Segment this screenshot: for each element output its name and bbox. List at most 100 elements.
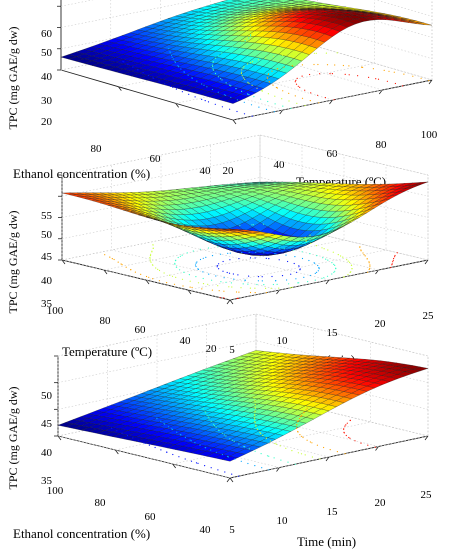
contour-point	[236, 110, 238, 113]
contour-point	[323, 248, 325, 250]
contour-point	[262, 434, 264, 436]
contour-point	[254, 417, 256, 419]
x-tick-label: 25	[423, 310, 435, 322]
y-tick-label: 20	[223, 165, 235, 177]
contour-point	[188, 274, 190, 276]
contour-point	[208, 273, 210, 275]
contour-point	[254, 415, 256, 417]
contour-point	[298, 265, 300, 267]
contour-point	[150, 261, 152, 263]
y-gridline	[229, 175, 429, 301]
contour-point	[254, 400, 256, 402]
contour-point	[130, 269, 132, 271]
contour-point	[248, 37, 250, 39]
contour-point	[132, 66, 134, 68]
contour-point	[298, 417, 301, 420]
contour-point	[206, 414, 208, 416]
contour-point	[267, 73, 270, 75]
contour-point	[254, 450, 256, 452]
contour-point	[297, 420, 299, 422]
surface-patch	[416, 22, 433, 26]
contour-point	[288, 283, 290, 285]
contour-point	[160, 420, 162, 422]
y-tick-label: 80	[100, 315, 112, 327]
contour-point	[317, 264, 319, 267]
contour-point	[225, 49, 227, 51]
contour-point	[169, 274, 171, 276]
contour-point	[232, 46, 234, 48]
contour-point	[402, 85, 404, 87]
contour-point	[120, 263, 122, 265]
contour-point	[266, 76, 268, 78]
contour-point	[301, 251, 303, 253]
contour-point	[377, 78, 380, 80]
contour-point	[154, 446, 156, 449]
contour-point	[294, 95, 296, 97]
surface-patch	[287, 0, 295, 1]
contour-point	[160, 449, 162, 451]
contour-point	[251, 115, 253, 117]
contour-point	[319, 458, 321, 460]
contour-point	[127, 63, 129, 65]
contour-point	[238, 475, 240, 477]
contour-point	[315, 52, 317, 54]
contour-point	[363, 254, 365, 256]
y-tick-label: 60	[150, 153, 162, 165]
contour-point	[260, 98, 262, 100]
contour-point	[343, 431, 345, 433]
contour-point	[306, 439, 308, 441]
contour-point	[275, 443, 277, 445]
contour-point	[349, 261, 351, 263]
contour-point	[144, 442, 146, 444]
contour-point	[187, 74, 189, 76]
contour-point	[348, 74, 350, 76]
contour-point	[142, 72, 144, 74]
contour-point	[207, 283, 209, 285]
contour-point	[282, 90, 284, 92]
contour-point	[274, 253, 276, 255]
contour-point	[267, 93, 269, 95]
contour-point	[235, 88, 237, 90]
contour-point	[155, 267, 157, 269]
contour-point	[325, 258, 327, 260]
contour-point	[325, 52, 327, 54]
z-tick-label: 45	[41, 251, 53, 263]
contour-point	[230, 85, 232, 87]
contour-point	[228, 272, 231, 274]
x-tick	[428, 79, 433, 85]
contour-point	[359, 246, 361, 248]
contour-point	[314, 279, 316, 281]
contour-point	[242, 283, 244, 285]
contour-point	[283, 66, 285, 68]
y-tick	[187, 289, 192, 295]
z-tick-label: 55	[41, 210, 53, 222]
x-tick	[329, 99, 333, 105]
contour-point	[179, 434, 182, 436]
contour-point	[149, 256, 151, 259]
contour-point	[145, 275, 148, 278]
contour-point	[297, 430, 299, 433]
contour-point	[247, 63, 249, 65]
contour-point	[291, 65, 293, 67]
contour-point	[175, 259, 177, 261]
contour-point	[273, 55, 275, 58]
contour-point	[291, 450, 293, 452]
contour-point	[290, 273, 292, 275]
contour-point	[299, 268, 301, 270]
x-tick	[325, 279, 330, 285]
contour-point	[254, 287, 256, 289]
contour-point	[104, 254, 106, 256]
contour-point	[364, 255, 366, 257]
contour-point	[256, 428, 258, 430]
contour-point	[261, 276, 263, 278]
contour-point	[191, 286, 193, 289]
contour-point	[291, 53, 293, 56]
contour-point	[230, 282, 232, 284]
contour-point	[212, 61, 214, 64]
contour-point	[260, 453, 262, 455]
contour-point	[314, 272, 316, 274]
surface-patch	[231, 0, 241, 2]
contour-point	[216, 265, 218, 267]
contour-point	[172, 58, 174, 60]
contour-point	[288, 92, 290, 94]
